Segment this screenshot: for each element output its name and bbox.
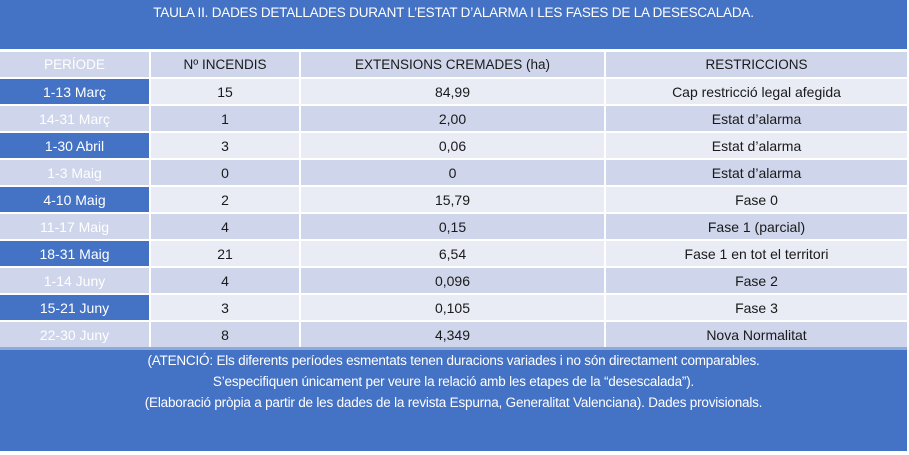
cell-fires: 15 (149, 77, 300, 105)
cell-restriction: Cap restricció legal afegida (604, 77, 907, 105)
table-row: 1-13 Març 15 84,99 Cap restricció legal … (0, 77, 907, 105)
table-row: 1-30 Abril 3 0,06 Estat d’alarma (0, 131, 907, 159)
cell-area: 84,99 (299, 77, 605, 105)
cell-area: 4,349 (299, 320, 605, 348)
cell-restriction: Estat d’alarma (604, 158, 907, 186)
cell-restriction: Fase 1 en tot el territori (604, 239, 907, 267)
cell-restriction: Fase 1 (parcial) (604, 212, 907, 240)
footnote-line-2: S’especifiquen únicament per veure la re… (212, 374, 695, 389)
header-period: PERÍODE (0, 50, 150, 78)
table-row: 18-31 Maig 21 6,54 Fase 1 en tot el terr… (0, 239, 907, 267)
cell-restriction: Fase 3 (604, 293, 907, 321)
cell-period: 1-13 Març (0, 77, 150, 105)
table-title: TAULA II. DADES DETALLADES DURANT L’ESTA… (0, 0, 907, 49)
cell-area: 0,096 (299, 266, 605, 294)
footnote-line-1: (ATENCIÓ: Els diferents períodes esmenta… (147, 353, 760, 368)
header-row: PERÍODE Nº INCENDIS EXTENSIONS CREMADES … (0, 50, 907, 78)
footnote-line-3: (Elaboració pròpia a partir de les dades… (144, 395, 763, 410)
cell-period: 1-30 Abril (0, 131, 150, 159)
header-area: EXTENSIONS CREMADES (ha) (299, 50, 605, 78)
cell-area: 0,06 (299, 131, 605, 159)
cell-area: 15,79 (299, 185, 605, 213)
cell-restriction: Fase 2 (604, 266, 907, 294)
cell-restriction: Fase 0 (604, 185, 907, 213)
cell-fires: 4 (149, 266, 300, 294)
cell-period: 18-31 Maig (0, 239, 150, 267)
cell-fires: 8 (149, 320, 300, 348)
table-row: 1-3 Maig 0 0 Estat d’alarma (0, 158, 907, 186)
cell-period: 1-14 Juny (0, 266, 150, 294)
cell-fires: 3 (149, 293, 300, 321)
table-row: 11-17 Maig 4 0,15 Fase 1 (parcial) (0, 212, 907, 240)
cell-fires: 0 (149, 158, 300, 186)
cell-period: 4-10 Maig (0, 185, 150, 213)
cell-fires: 1 (149, 104, 300, 132)
cell-area: 0,15 (299, 212, 605, 240)
cell-area: 6,54 (299, 239, 605, 267)
cell-area: 2,00 (299, 104, 605, 132)
header-restrictions: RESTRICCIONS (604, 50, 907, 78)
table-row: 15-21 Juny 3 0,105 Fase 3 (0, 293, 907, 321)
data-table: PERÍODE Nº INCENDIS EXTENSIONS CREMADES … (0, 50, 907, 348)
table-row: 14-31 Març 1 2,00 Estat d’alarma (0, 104, 907, 132)
cell-period: 15-21 Juny (0, 293, 150, 321)
cell-fires: 4 (149, 212, 300, 240)
cell-restriction: Estat d’alarma (604, 131, 907, 159)
cell-fires: 3 (149, 131, 300, 159)
cell-restriction: Estat d’alarma (604, 104, 907, 132)
table-row: 22-30 Juny 8 4,349 Nova Normalitat (0, 320, 907, 348)
cell-fires: 21 (149, 239, 300, 267)
cell-period: 1-3 Maig (0, 158, 150, 186)
table-row: 4-10 Maig 2 15,79 Fase 0 (0, 185, 907, 213)
cell-fires: 2 (149, 185, 300, 213)
footnote-box: (ATENCIÓ: Els diferents períodes esmenta… (0, 347, 907, 451)
cell-period: 14-31 Març (0, 104, 150, 132)
cell-period: 11-17 Maig (0, 212, 150, 240)
cell-area: 0 (299, 158, 605, 186)
header-fires: Nº INCENDIS (149, 50, 300, 78)
cell-restriction: Nova Normalitat (604, 320, 907, 348)
cell-area: 0,105 (299, 293, 605, 321)
table-row: 1-14 Juny 4 0,096 Fase 2 (0, 266, 907, 294)
cell-period: 22-30 Juny (0, 320, 150, 348)
